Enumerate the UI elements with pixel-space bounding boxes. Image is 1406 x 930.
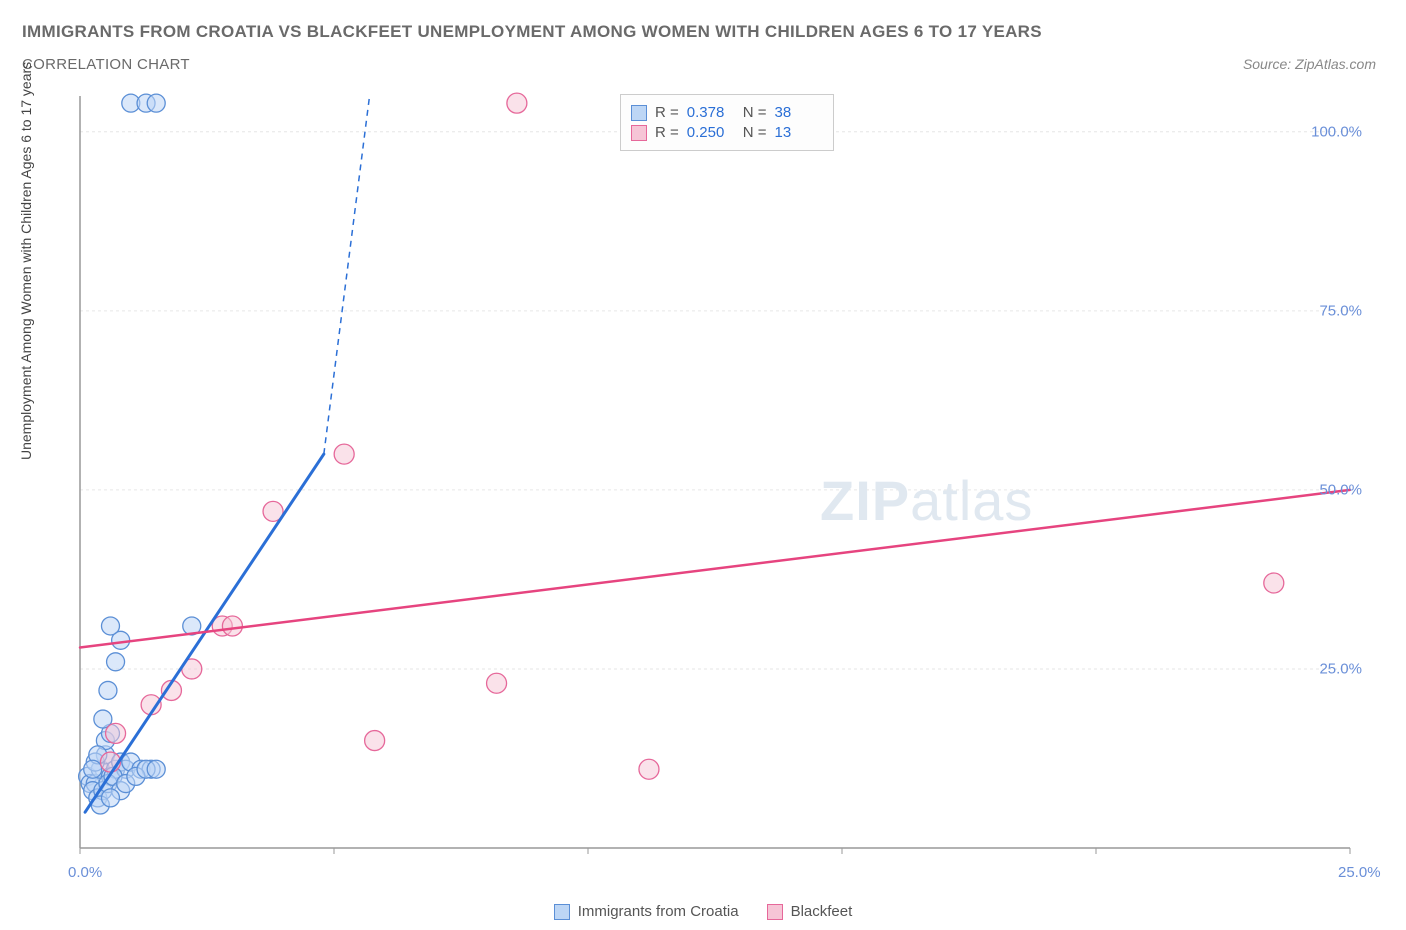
chart-svg [60,88,1380,878]
y-tick-label: 100.0% [1311,123,1362,140]
n-label: N = [743,124,767,141]
n-value: 13 [775,124,823,141]
y-tick-label: 25.0% [1319,660,1362,677]
y-axis-label: Unemployment Among Women with Children A… [18,62,34,460]
plot-area: ZIPatlas 25.0%50.0%75.0%100.0%0.0%25.0% [60,88,1380,878]
x-tick-label: 25.0% [1338,864,1381,881]
legend-label: Blackfeet [791,903,853,920]
legend-square-icon [631,105,647,121]
legend-item: Immigrants from Croatia [554,903,739,920]
y-tick-label: 75.0% [1319,302,1362,319]
legend-square-icon [767,904,783,920]
r-value: 0.250 [687,124,735,141]
correlation-row: R = 0.250 N = 13 [631,124,823,141]
y-tick-label: 50.0% [1319,481,1362,498]
legend-square-icon [554,904,570,920]
r-label: R = [655,104,679,121]
r-label: R = [655,124,679,141]
legend-square-icon [631,125,647,141]
n-value: 38 [775,104,823,121]
chart-title: IMMIGRANTS FROM CROATIA VS BLACKFEET UNE… [22,22,1042,42]
bottom-legend: Immigrants from Croatia Blackfeet [0,903,1406,920]
x-tick-label: 0.0% [68,864,102,881]
r-value: 0.378 [687,104,735,121]
n-label: N = [743,104,767,121]
correlation-box: R = 0.378 N = 38 R = 0.250 N = 13 [620,94,834,151]
legend-item: Blackfeet [767,903,853,920]
correlation-row: R = 0.378 N = 38 [631,104,823,121]
chart-subtitle: CORRELATION CHART [22,56,190,73]
legend-label: Immigrants from Croatia [578,903,739,920]
source-label: Source: ZipAtlas.com [1243,56,1376,72]
